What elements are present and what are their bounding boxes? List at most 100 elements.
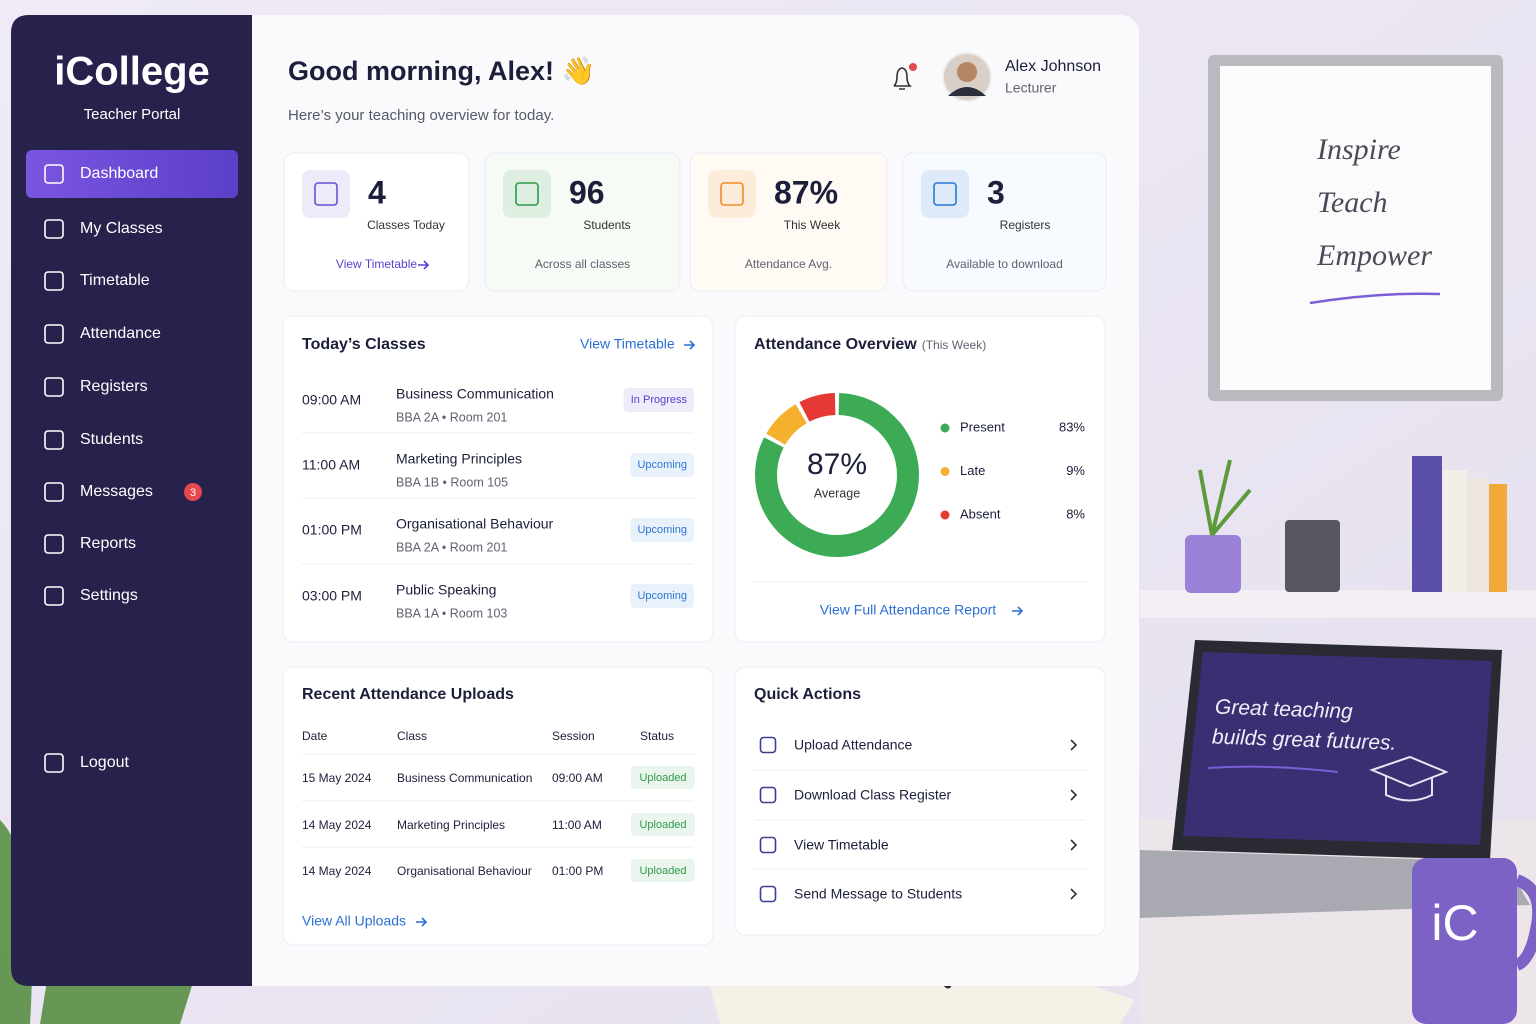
status-text: Uploaded xyxy=(639,865,686,877)
class-name: Organisational Behaviour xyxy=(396,516,554,532)
nav-active xyxy=(26,150,238,198)
class-time: 01:00 PM xyxy=(302,522,362,538)
arrow-icon xyxy=(1012,606,1024,616)
nav-item[interactable]: Attendance xyxy=(80,325,161,342)
card-title: Recent Attendance Uploads xyxy=(302,686,514,703)
avatar-face xyxy=(957,62,977,82)
book xyxy=(1443,470,1467,592)
nav-item[interactable]: Reports xyxy=(80,535,136,552)
stat-card xyxy=(902,152,1107,292)
nav-item[interactable]: Timetable xyxy=(80,272,150,289)
legend-label: Present xyxy=(960,419,1005,434)
nav-item[interactable]: Students xyxy=(80,431,143,448)
card-link[interactable]: View Full Attendance Report xyxy=(820,602,997,618)
stat-label: Classes Today xyxy=(367,218,445,232)
laptop-underline xyxy=(1207,765,1339,773)
avatar-body xyxy=(948,87,986,96)
table-cell: 15 May 2024 xyxy=(302,771,372,785)
card-title: Today’s Classes xyxy=(302,336,426,353)
mug-handle xyxy=(1514,874,1536,971)
nav-item[interactable]: My Classes xyxy=(80,220,163,237)
book xyxy=(1412,456,1442,592)
stat-footer: Attendance Avg. xyxy=(745,257,832,271)
user-name: Alex Johnson xyxy=(1005,58,1101,75)
bell-icon[interactable] xyxy=(893,67,912,90)
stat-footer: Across all classes xyxy=(535,257,630,271)
stat-value: 3 xyxy=(987,174,1005,210)
greeting: Good morning, Alex! 👋 xyxy=(288,56,595,87)
logout[interactable]: Logout xyxy=(80,754,129,771)
legend-dot xyxy=(940,467,950,476)
card-subtitle: (This Week) xyxy=(922,338,986,352)
stat-card xyxy=(484,152,681,292)
stat-value: 96 xyxy=(569,174,605,210)
nav-item[interactable]: Dashboard xyxy=(80,165,158,182)
icon xyxy=(44,324,64,344)
nav-item[interactable]: Messages xyxy=(80,483,153,500)
card-title: Quick Actions xyxy=(754,686,861,703)
content: iCollege Teacher Portal Dashboard My Classe… xyxy=(26,50,1479,951)
stat-icon-bg xyxy=(708,170,756,218)
sidebar xyxy=(11,15,252,986)
icon xyxy=(44,586,64,606)
column-header: Date xyxy=(302,729,328,743)
table-cell: 14 May 2024 xyxy=(302,864,372,878)
card-link[interactable]: View All Uploads xyxy=(302,913,406,929)
laptop-text: Great teaching xyxy=(1215,696,1354,724)
status-badge xyxy=(631,859,695,882)
icon xyxy=(933,182,957,206)
donut-caption: Average xyxy=(814,486,860,500)
status-text: Upcoming xyxy=(637,590,687,602)
whiteboard-text: Teach xyxy=(1317,186,1388,219)
legend-value: 8% xyxy=(1066,506,1085,521)
quick-action[interactable]: Download Class Register xyxy=(794,787,952,803)
donut-segment xyxy=(799,393,836,422)
attendance-card xyxy=(734,315,1106,643)
chevron-icon xyxy=(1070,839,1078,851)
status-text: Uploaded xyxy=(639,772,686,784)
arrow-icon xyxy=(684,340,696,350)
stat-footer[interactable]: View Timetable xyxy=(336,257,417,271)
icon xyxy=(759,885,777,903)
whiteboard-text: Inspire xyxy=(1316,133,1401,166)
icon xyxy=(44,164,64,184)
class-detail: BBA 1A • Room 103 xyxy=(396,606,507,620)
status-text: Upcoming xyxy=(637,524,687,536)
nav-item[interactable]: Registers xyxy=(80,378,148,395)
class-time: 03:00 PM xyxy=(302,588,362,604)
logo: iCollege xyxy=(54,50,210,94)
arrow-icon xyxy=(416,917,428,927)
icon xyxy=(44,430,64,450)
icon xyxy=(44,753,64,773)
icon xyxy=(759,786,777,804)
mug xyxy=(1412,858,1517,1024)
donut-center: 87% xyxy=(807,448,867,481)
quick-actions-card xyxy=(734,666,1106,936)
table-cell: Business Communication xyxy=(397,771,532,785)
class-detail: BBA 1B • Room 105 xyxy=(396,475,508,489)
quick-action[interactable]: View Timetable xyxy=(794,837,889,853)
stat-label: This Week xyxy=(784,218,841,232)
table-cell: 09:00 AM xyxy=(552,771,603,785)
icon xyxy=(759,836,777,854)
class-name: Public Speaking xyxy=(396,582,496,598)
icon xyxy=(44,271,64,291)
legend-dot xyxy=(940,510,950,520)
quick-action[interactable]: Send Message to Students xyxy=(794,886,962,902)
nav-item[interactable]: Settings xyxy=(80,587,138,604)
card-link[interactable]: View Timetable xyxy=(580,336,675,352)
plant xyxy=(1198,459,1252,537)
classes-card xyxy=(282,315,714,643)
grad-cap-icon xyxy=(1369,755,1449,802)
quick-action[interactable]: Upload Attendance xyxy=(794,737,913,753)
chevron-icon xyxy=(1070,888,1078,900)
icon xyxy=(44,482,64,502)
class-time: 11:00 AM xyxy=(302,457,360,473)
arrow-icon xyxy=(418,260,430,270)
status-badge xyxy=(630,584,694,608)
stat-value: 4 xyxy=(368,174,386,210)
status-badge xyxy=(623,388,694,412)
uploads-card xyxy=(282,666,714,946)
